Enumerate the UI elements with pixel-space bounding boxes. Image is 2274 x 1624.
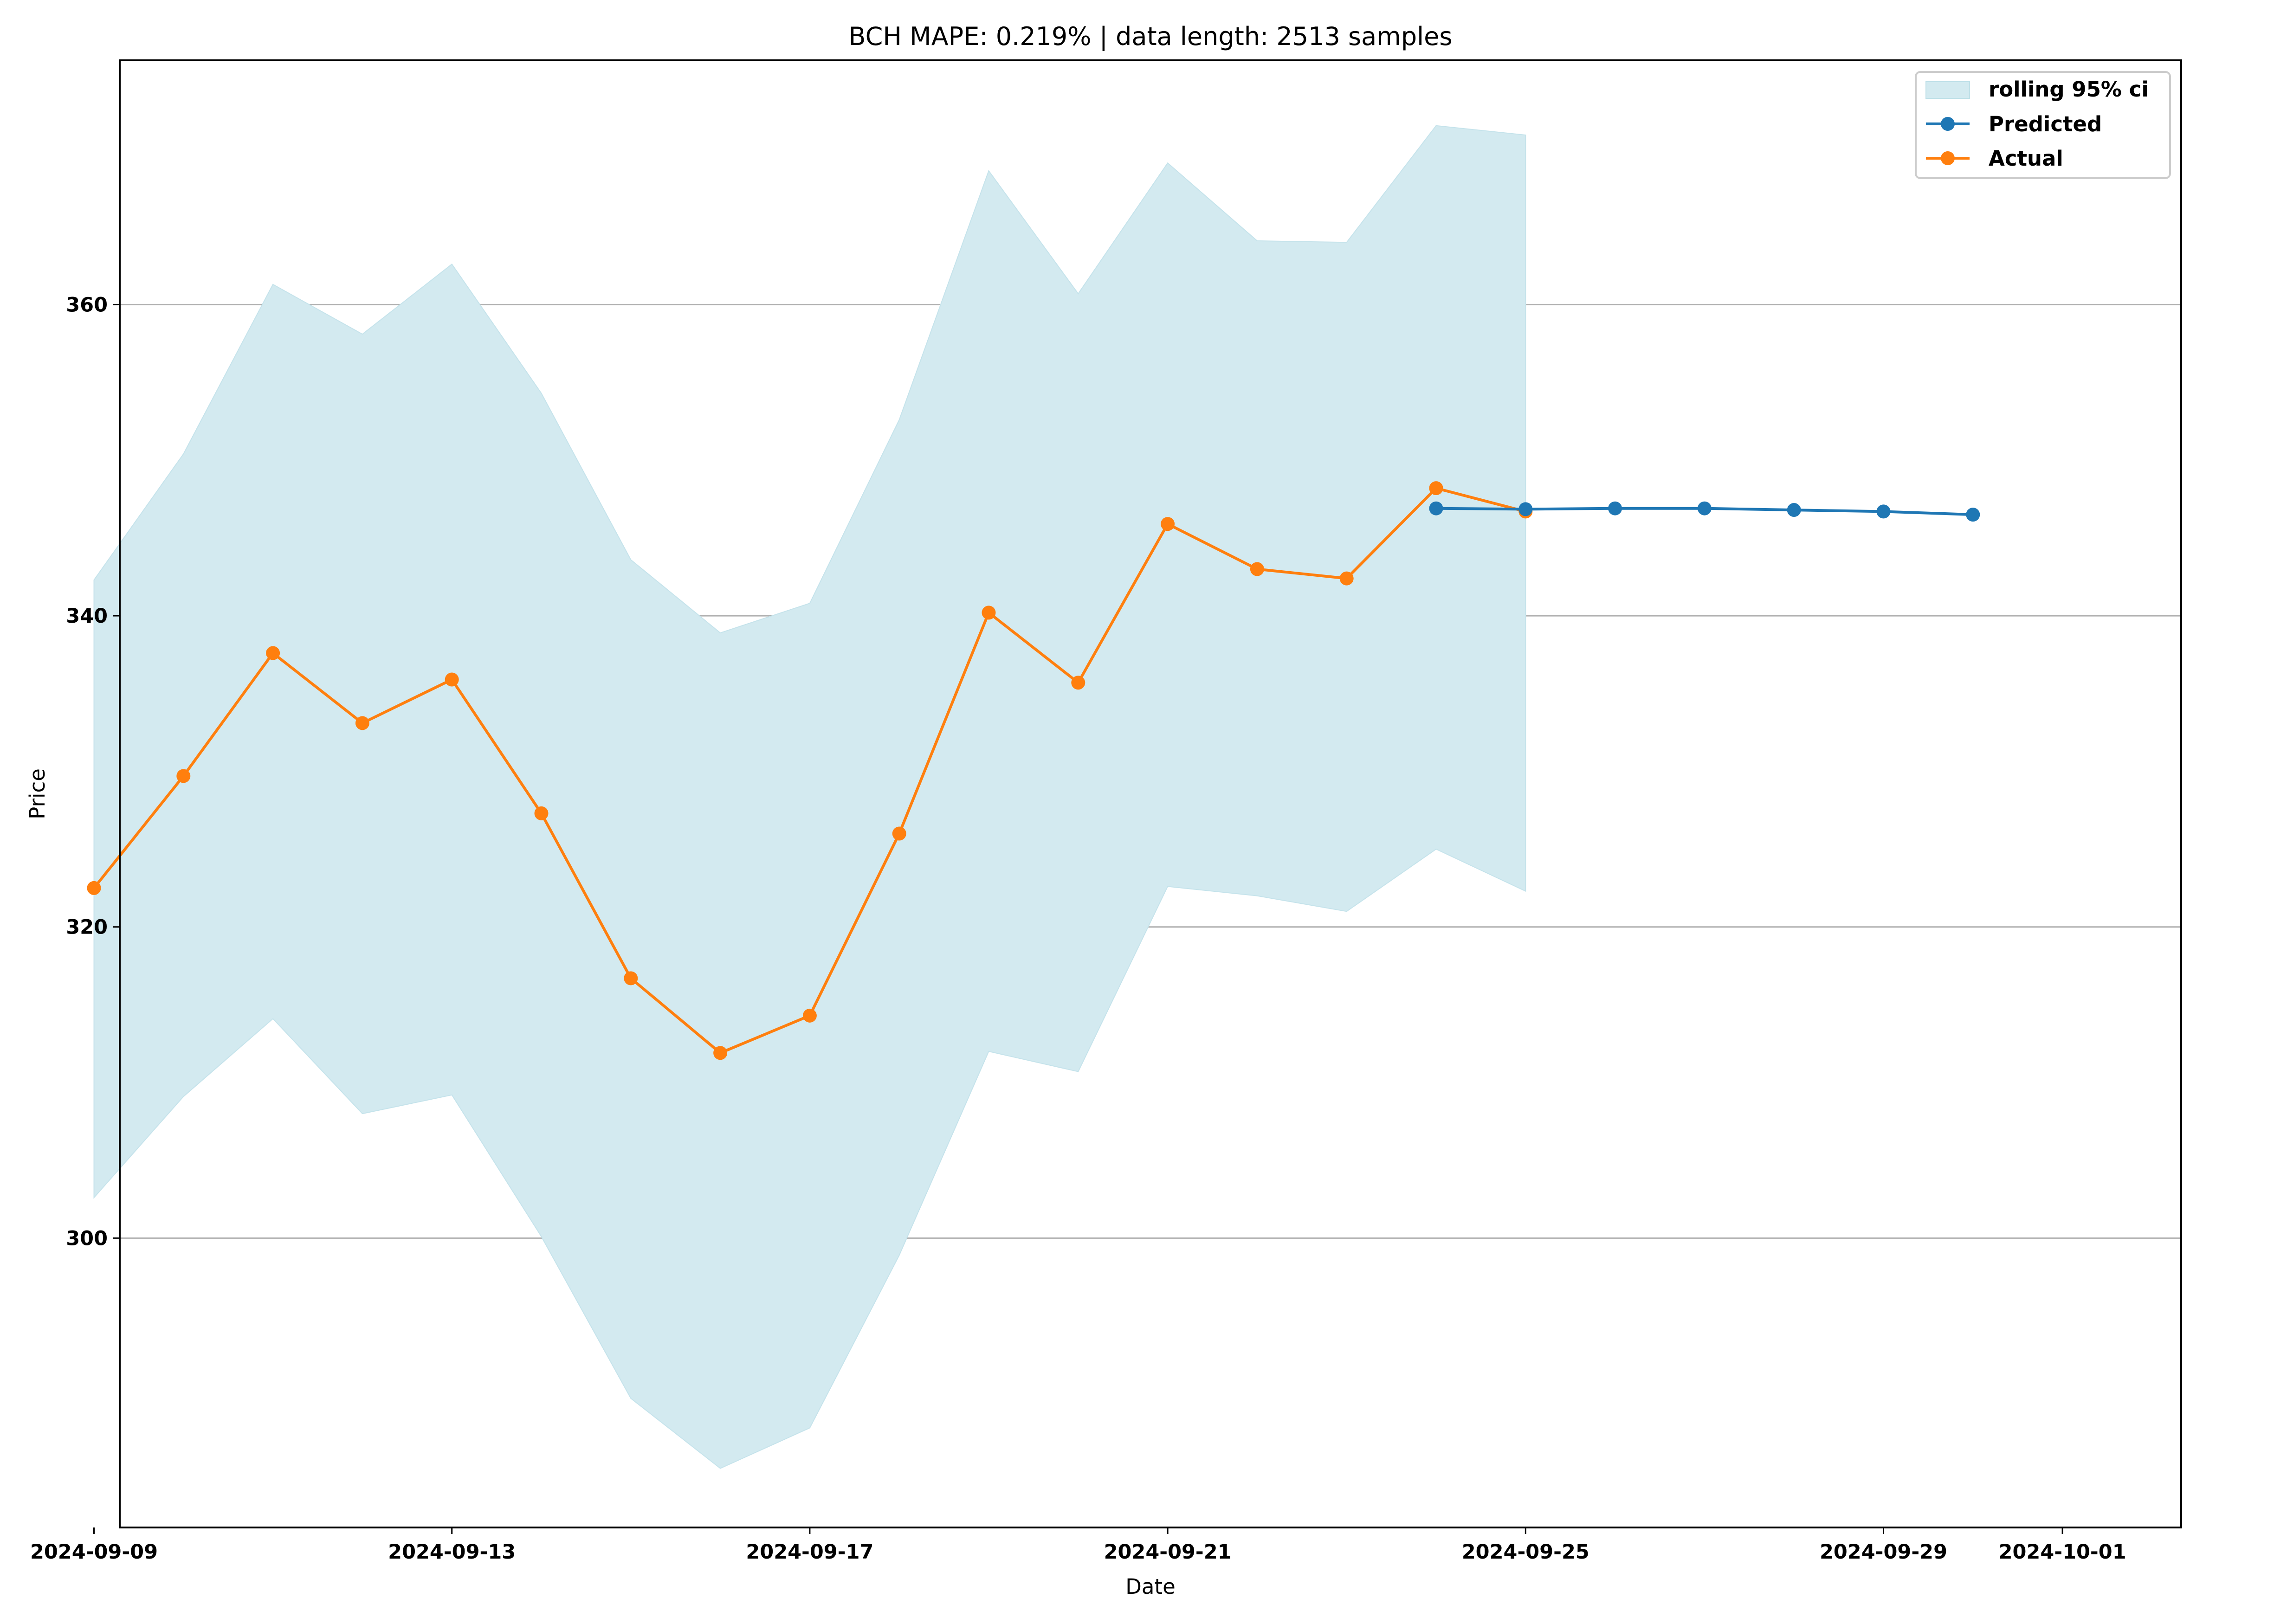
actual-point bbox=[1250, 562, 1264, 576]
predicted-point bbox=[1608, 501, 1622, 516]
actual-point bbox=[1429, 481, 1443, 496]
tick-layer: 300 320 340 360 2024-09-09 2024-09-13 2024-09-… bbox=[30, 293, 2126, 1564]
predicted-point bbox=[1697, 501, 1712, 516]
y-axis-label: Price bbox=[25, 768, 50, 819]
x-tick-label: 2024-09-29 bbox=[1820, 1540, 1947, 1564]
confidence-band bbox=[93, 125, 1526, 1469]
actual-point bbox=[802, 1008, 817, 1023]
legend: rolling 95% ci Predicted Actual bbox=[1915, 71, 2171, 179]
predicted-point bbox=[1429, 501, 1443, 516]
y-tick-label: 300 bbox=[66, 1227, 108, 1250]
actual-point bbox=[713, 1046, 728, 1060]
predicted-point bbox=[1876, 504, 1891, 519]
band-layer bbox=[93, 125, 1526, 1469]
x-tick-label: 2024-09-17 bbox=[746, 1540, 873, 1564]
x-tick-label: 2024-10-01 bbox=[1999, 1540, 2126, 1564]
legend-swatch-band bbox=[1925, 81, 1970, 99]
x-tick-label: 2024-09-13 bbox=[388, 1540, 516, 1564]
actual-point bbox=[87, 881, 101, 895]
legend-marker-actual bbox=[1941, 151, 1955, 165]
legend-marker-predicted bbox=[1941, 117, 1955, 131]
actual-point bbox=[892, 826, 906, 841]
x-axis-label: Date bbox=[1125, 1574, 1176, 1599]
plot-frame bbox=[119, 59, 2182, 1528]
actual-point bbox=[1161, 517, 1175, 531]
predicted-point bbox=[1966, 508, 1980, 522]
actual-point bbox=[176, 769, 191, 783]
legend-label-actual: Actual bbox=[1989, 146, 2063, 171]
legend-frame bbox=[1915, 71, 2171, 179]
actual-point bbox=[534, 806, 549, 820]
predicted-point bbox=[1787, 503, 1801, 517]
y-tick-label: 340 bbox=[66, 605, 108, 628]
x-tick-label: 2024-09-09 bbox=[30, 1540, 158, 1564]
actual-point bbox=[624, 971, 638, 986]
chart-title: BCH MAPE: 0.219% | data length: 2513 sam… bbox=[849, 22, 1453, 51]
legend-label-band: rolling 95% ci bbox=[1989, 77, 2149, 102]
predicted-point bbox=[1518, 502, 1533, 516]
x-tick-label: 2024-09-21 bbox=[1104, 1540, 1232, 1564]
actual-point bbox=[266, 646, 280, 660]
actual-point bbox=[355, 716, 369, 730]
series-layer bbox=[87, 481, 1980, 1060]
actual-point bbox=[1071, 676, 1085, 690]
legend-label-predicted: Predicted bbox=[1989, 112, 2102, 136]
y-tick-label: 360 bbox=[66, 293, 108, 316]
actual-point bbox=[982, 606, 996, 620]
x-tick-label: 2024-09-25 bbox=[1462, 1540, 1589, 1564]
actual-point bbox=[1339, 571, 1354, 586]
actual-point bbox=[445, 672, 459, 687]
y-tick-label: 320 bbox=[66, 916, 108, 939]
